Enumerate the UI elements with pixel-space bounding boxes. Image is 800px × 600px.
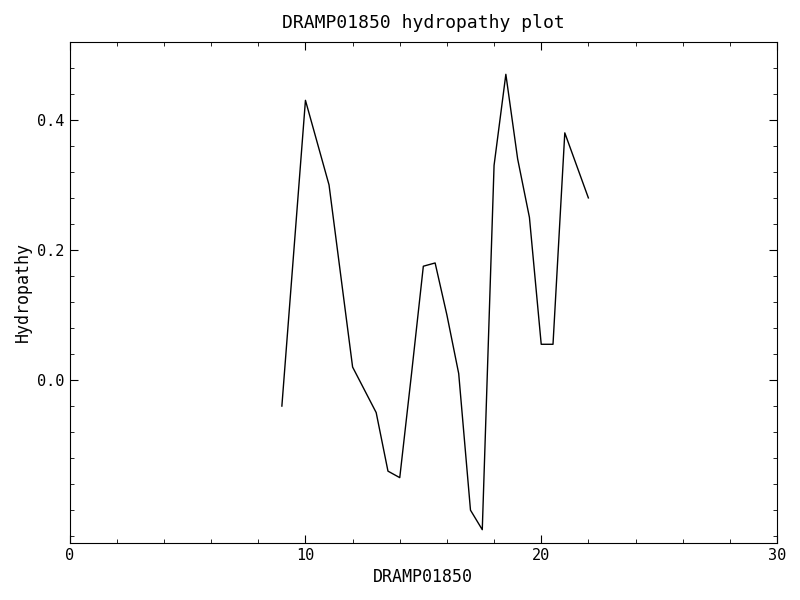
Title: DRAMP01850 hydropathy plot: DRAMP01850 hydropathy plot: [282, 14, 565, 32]
Y-axis label: Hydropathy: Hydropathy: [14, 242, 32, 342]
X-axis label: DRAMP01850: DRAMP01850: [374, 568, 474, 586]
